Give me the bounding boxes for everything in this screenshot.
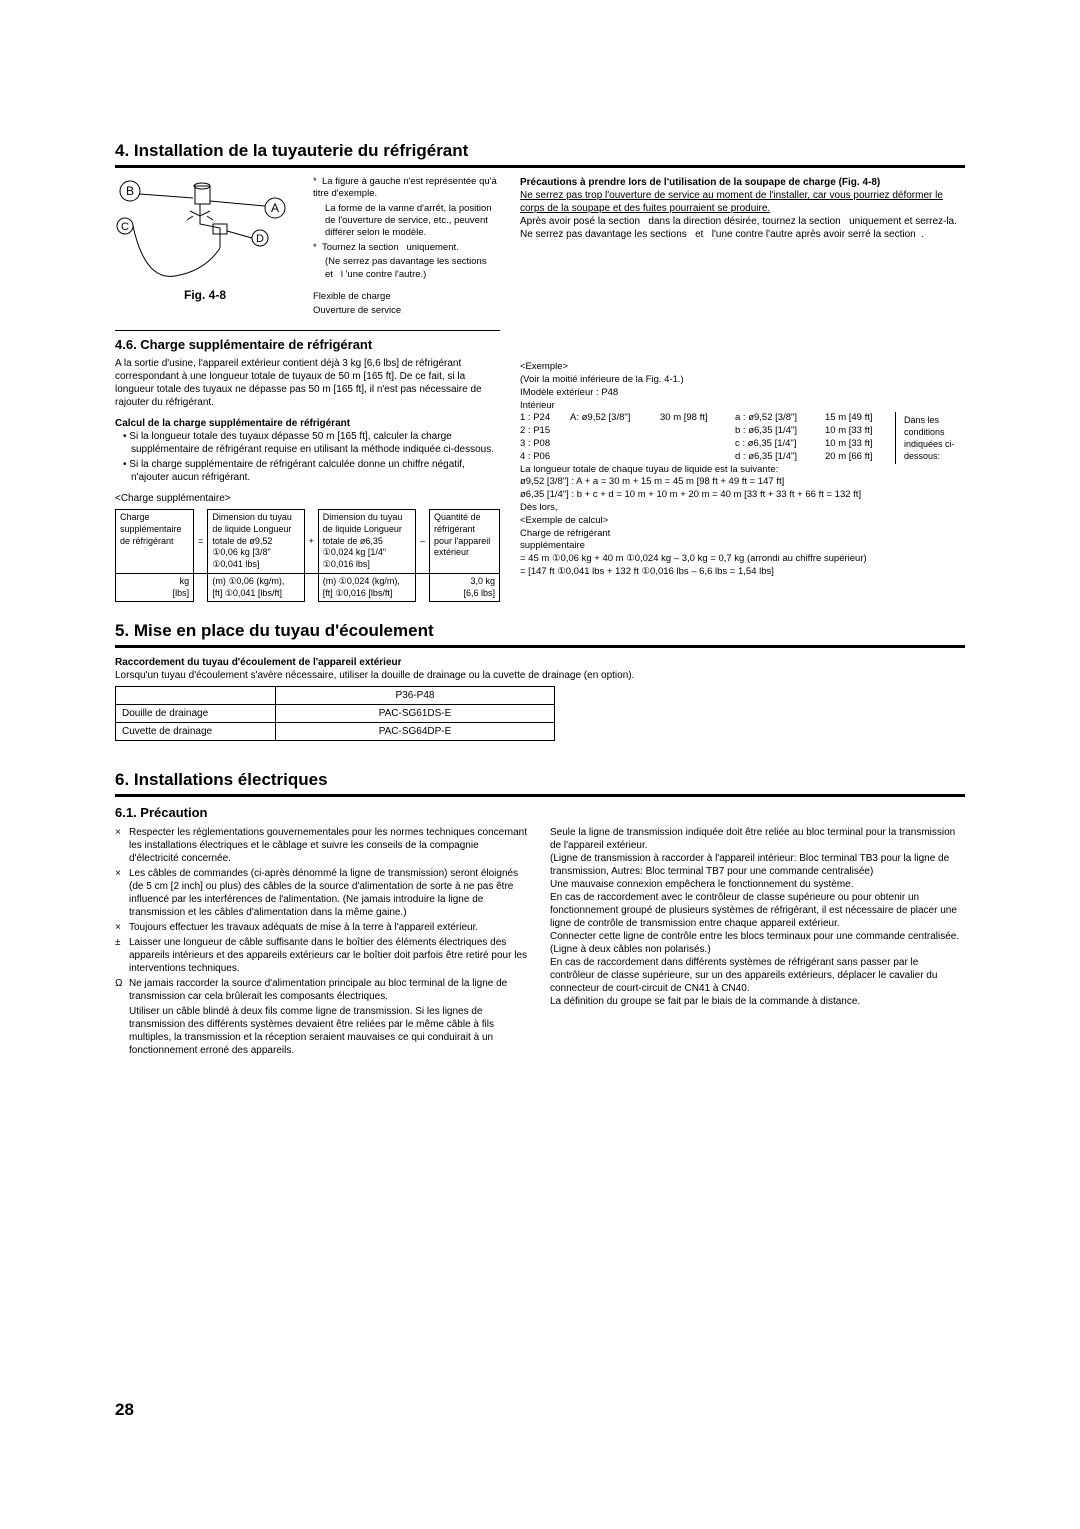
charge-label: <Charge supplémentaire> (115, 492, 500, 505)
page-number: 28 (115, 1399, 965, 1421)
section-6-left: ×Respecter les réglementations gouvernem… (115, 826, 530, 1059)
brace-note: Dans les conditions indiquées ci-dessous… (895, 412, 965, 463)
section-6-right: Seule la ligne de transmission indiquée … (550, 826, 965, 1059)
example-block: <Exemple> (Voir la moitié inférieure de … (520, 361, 965, 579)
section-6-body: ×Respecter les réglementations gouvernem… (115, 826, 965, 1059)
section-4-body: B A C D (115, 176, 965, 602)
section-4-right: Précautions à prendre lors de l'utilisat… (520, 176, 965, 602)
section-5-title: 5. Mise en place du tuyau d'écoulement (115, 620, 965, 648)
label-c: C (121, 221, 129, 233)
section-4-6-intro: A la sortie d'usine, l'appareil extérieu… (115, 357, 500, 409)
label-d: D (256, 233, 264, 245)
section-6-1-title: 6.1. Précaution (115, 805, 965, 822)
calc-header: Calcul de la charge supplémentaire de ré… (115, 417, 500, 430)
section-5-header: Raccordement du tuyau d'écoulement de l'… (115, 656, 965, 669)
fig-4-8-caption: Fig. 4-8 (115, 288, 295, 304)
drain-table: P36-P48 Douille de drainagePAC-SG61DS-E … (115, 686, 555, 741)
section-4-left: B A C D (115, 176, 500, 602)
figure-4-8: B A C D (115, 176, 295, 304)
label-b: B (126, 184, 134, 198)
precaution-2: Après avoir posé la section dans la dire… (520, 215, 965, 228)
section-5-text: Lorsqu'un tuyau d'écoulement s'avère néc… (115, 669, 965, 682)
label-a: A (271, 201, 279, 215)
section-4-title: 4. Installation de la tuyauterie du réfr… (115, 140, 965, 168)
calc-bullets: Si la longueur totale des tuyaux dépasse… (115, 430, 500, 484)
fig-4-8-notes: * La figure à gauche n'est représentée q… (313, 176, 500, 319)
precaution-1: Ne serrez pas trop l'ouverture de servic… (520, 189, 965, 215)
precaution-list: ×Respecter les réglementations gouvernem… (115, 826, 530, 1057)
charge-table: Charge supplémentaire de réfrigérant = D… (115, 509, 500, 602)
precaution-3: Ne serrez pas davantage les sections et … (520, 228, 965, 241)
precautions-header: Précautions à prendre lors de l'utilisat… (520, 176, 965, 189)
valve-diagram: B A C D (115, 176, 295, 286)
section-4-6-title: 4.6. Charge supplémentaire de réfrigéran… (115, 337, 500, 354)
section-6-title: 6. Installations électriques (115, 769, 965, 797)
